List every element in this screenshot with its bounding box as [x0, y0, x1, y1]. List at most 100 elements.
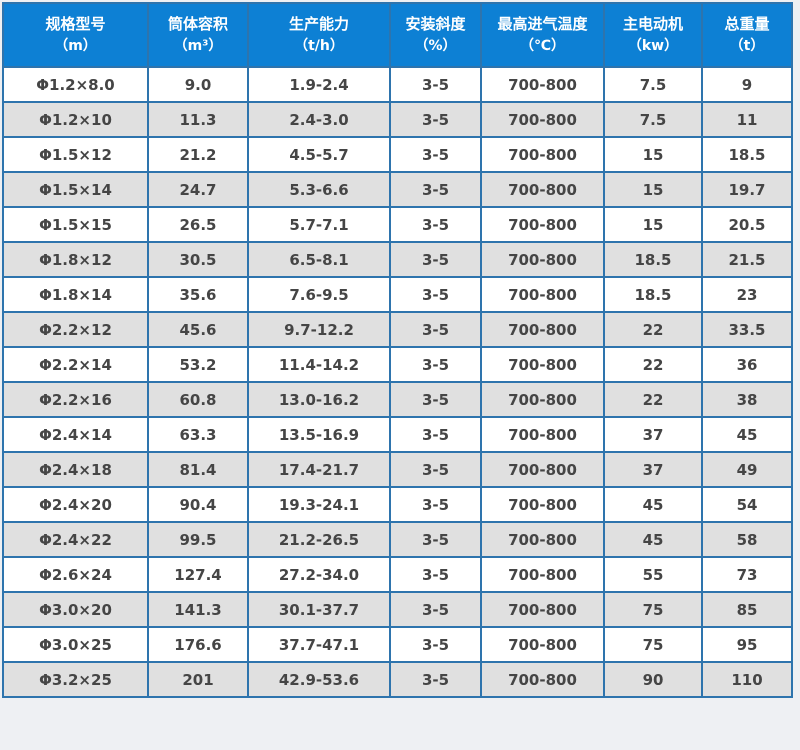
column-unit: （m³）	[173, 37, 223, 54]
table-cell-cylinder-volume: 35.6	[147, 276, 249, 313]
table-cell-cylinder-volume: 63.3	[147, 416, 249, 453]
table-cell-main-motor: 75	[603, 626, 703, 663]
table-cell-installation-slope: 3-5	[389, 451, 482, 488]
table-row: Φ1.5×12 21.2 4.5-5.7 3-5 700-800 15 18.5	[2, 136, 793, 173]
table-cell-max-inlet-temperature: 700-800	[480, 241, 605, 278]
table-row: Φ3.0×20 141.3 30.1-37.7 3-5 700-800 75 85	[2, 591, 793, 628]
table-cell-max-inlet-temperature: 700-800	[480, 451, 605, 488]
table-cell-total-weight: 73	[701, 556, 793, 593]
table-cell-production-capacity: 13.0-16.2	[247, 381, 391, 418]
table-cell-main-motor: 15	[603, 136, 703, 173]
table-cell-production-capacity: 9.7-12.2	[247, 311, 391, 348]
table-cell-installation-slope: 3-5	[389, 346, 482, 383]
table-cell-max-inlet-temperature: 700-800	[480, 311, 605, 348]
table-cell-spec-model: Φ2.4×22	[2, 521, 149, 558]
table-cell-installation-slope: 3-5	[389, 206, 482, 243]
table-cell-spec-model: Φ3.0×20	[2, 591, 149, 628]
table-row: Φ2.6×24 127.4 27.2-34.0 3-5 700-800 55 73	[2, 556, 793, 593]
table-cell-installation-slope: 3-5	[389, 241, 482, 278]
table-cell-total-weight: 11	[701, 101, 793, 138]
table-cell-max-inlet-temperature: 700-800	[480, 381, 605, 418]
table-cell-max-inlet-temperature: 700-800	[480, 171, 605, 208]
table-cell-total-weight: 9	[701, 66, 793, 103]
table-cell-production-capacity: 11.4-14.2	[247, 346, 391, 383]
table-cell-max-inlet-temperature: 700-800	[480, 416, 605, 453]
table-row: Φ1.2×10 11.3 2.4-3.0 3-5 700-800 7.5 11	[2, 101, 793, 138]
table-cell-total-weight: 23	[701, 276, 793, 313]
table-cell-max-inlet-temperature: 700-800	[480, 661, 605, 698]
table-cell-cylinder-volume: 141.3	[147, 591, 249, 628]
table-cell-production-capacity: 6.5-8.1	[247, 241, 391, 278]
table-row: Φ2.4×14 63.3 13.5-16.9 3-5 700-800 37 45	[2, 416, 793, 453]
table-cell-main-motor: 18.5	[603, 241, 703, 278]
table-row: Φ2.4×18 81.4 17.4-21.7 3-5 700-800 37 49	[2, 451, 793, 488]
table-cell-installation-slope: 3-5	[389, 661, 482, 698]
table-row: Φ2.2×12 45.6 9.7-12.2 3-5 700-800 22 33.5	[2, 311, 793, 348]
table-cell-main-motor: 75	[603, 591, 703, 628]
table-cell-production-capacity: 7.6-9.5	[247, 276, 391, 313]
column-label: 生产能力	[288, 14, 349, 33]
table-cell-spec-model: Φ1.8×14	[2, 276, 149, 313]
table-cell-spec-model: Φ3.0×25	[2, 626, 149, 663]
table-cell-main-motor: 90	[603, 661, 703, 698]
table-cell-cylinder-volume: 53.2	[147, 346, 249, 383]
table-cell-production-capacity: 42.9-53.6	[247, 661, 391, 698]
table-cell-max-inlet-temperature: 700-800	[480, 136, 605, 173]
table-row: Φ2.2×16 60.8 13.0-16.2 3-5 700-800 22 38	[2, 381, 793, 418]
table-cell-total-weight: 85	[701, 591, 793, 628]
table-cell-cylinder-volume: 45.6	[147, 311, 249, 348]
table-cell-main-motor: 7.5	[603, 66, 703, 103]
column-header-main-motor: 主电动机 （kw）	[603, 2, 703, 68]
specification-table-container: 规格型号 （m） 筒体容积 （m³） 生产能力 （t/h） 安装斜度 （%） 最高进气温度 （℃）…	[2, 2, 793, 698]
column-unit: （℃）	[520, 37, 565, 54]
column-label: 安装斜度	[405, 14, 466, 33]
column-label: 规格型号	[45, 14, 106, 33]
table-cell-production-capacity: 5.3-6.6	[247, 171, 391, 208]
table-cell-main-motor: 37	[603, 416, 703, 453]
table-cell-production-capacity: 37.7-47.1	[247, 626, 391, 663]
column-header-installation-slope: 安装斜度 （%）	[389, 2, 482, 68]
table-row: Φ2.4×20 90.4 19.3-24.1 3-5 700-800 45 54	[2, 486, 793, 523]
table-cell-production-capacity: 2.4-3.0	[247, 101, 391, 138]
table-cell-cylinder-volume: 60.8	[147, 381, 249, 418]
table-cell-cylinder-volume: 201	[147, 661, 249, 698]
table-cell-main-motor: 18.5	[603, 276, 703, 313]
table-cell-installation-slope: 3-5	[389, 626, 482, 663]
table-cell-cylinder-volume: 24.7	[147, 171, 249, 208]
table-cell-installation-slope: 3-5	[389, 66, 482, 103]
table-cell-main-motor: 45	[603, 486, 703, 523]
table-cell-main-motor: 55	[603, 556, 703, 593]
table-row: Φ1.5×15 26.5 5.7-7.1 3-5 700-800 15 20.5	[2, 206, 793, 243]
table-cell-cylinder-volume: 127.4	[147, 556, 249, 593]
table-cell-main-motor: 22	[603, 346, 703, 383]
table-row: Φ2.2×14 53.2 11.4-14.2 3-5 700-800 22 36	[2, 346, 793, 383]
table-cell-installation-slope: 3-5	[389, 136, 482, 173]
table-cell-installation-slope: 3-5	[389, 556, 482, 593]
table-cell-production-capacity: 19.3-24.1	[247, 486, 391, 523]
table-cell-installation-slope: 3-5	[389, 311, 482, 348]
table-body: Φ1.2×8.0 9.0 1.9-2.4 3-5 700-800 7.5 9 Φ1.2×10 1…	[2, 66, 793, 698]
table-cell-production-capacity: 5.7-7.1	[247, 206, 391, 243]
table-cell-cylinder-volume: 30.5	[147, 241, 249, 278]
table-cell-spec-model: Φ2.4×18	[2, 451, 149, 488]
column-header-spec-model: 规格型号 （m）	[2, 2, 149, 68]
table-header-row: 规格型号 （m） 筒体容积 （m³） 生产能力 （t/h） 安装斜度 （%） 最高进气温度 （℃）…	[2, 2, 793, 68]
table-cell-spec-model: Φ2.2×12	[2, 311, 149, 348]
table-cell-main-motor: 15	[603, 206, 703, 243]
table-cell-total-weight: 19.7	[701, 171, 793, 208]
table-cell-installation-slope: 3-5	[389, 276, 482, 313]
table-cell-spec-model: Φ1.2×10	[2, 101, 149, 138]
table-cell-installation-slope: 3-5	[389, 591, 482, 628]
table-cell-total-weight: 36	[701, 346, 793, 383]
table-cell-max-inlet-temperature: 700-800	[480, 276, 605, 313]
table-cell-cylinder-volume: 26.5	[147, 206, 249, 243]
column-header-cylinder-volume: 筒体容积 （m³）	[147, 2, 249, 68]
table-cell-spec-model: Φ1.2×8.0	[2, 66, 149, 103]
table-cell-cylinder-volume: 11.3	[147, 101, 249, 138]
table-cell-max-inlet-temperature: 700-800	[480, 206, 605, 243]
column-label: 主电动机	[622, 14, 683, 33]
table-cell-total-weight: 49	[701, 451, 793, 488]
table-cell-total-weight: 33.5	[701, 311, 793, 348]
table-cell-total-weight: 95	[701, 626, 793, 663]
table-row: Φ2.4×22 99.5 21.2-26.5 3-5 700-800 45 58	[2, 521, 793, 558]
